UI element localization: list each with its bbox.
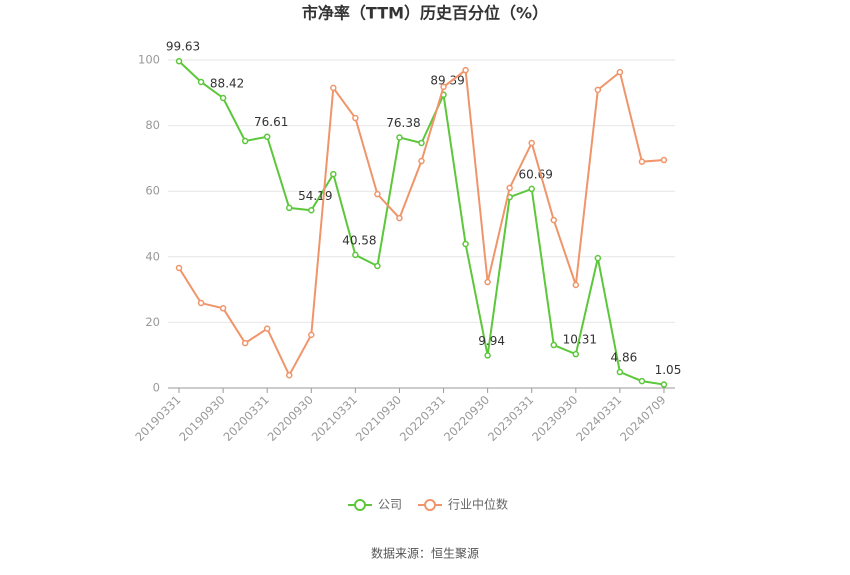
x-tick-label: 20230930 xyxy=(529,393,580,444)
point xyxy=(660,381,668,388)
legend-marker xyxy=(354,499,366,511)
point xyxy=(263,325,271,332)
y-tick-label: 20 xyxy=(145,315,160,329)
point xyxy=(263,133,271,140)
point xyxy=(616,368,624,376)
point xyxy=(484,352,491,359)
point xyxy=(594,254,602,262)
point xyxy=(175,264,183,272)
point xyxy=(285,204,293,212)
point xyxy=(330,84,337,92)
point xyxy=(308,331,315,339)
x-tick-label: 20210930 xyxy=(353,393,404,444)
point xyxy=(638,377,646,385)
data-label: 40.58 xyxy=(342,233,376,247)
point xyxy=(418,157,425,165)
point xyxy=(572,350,580,358)
point xyxy=(506,184,513,192)
point xyxy=(528,185,535,193)
legend-label: 行业中位数 xyxy=(448,497,508,512)
point xyxy=(285,371,293,379)
point xyxy=(396,134,403,141)
data-label: 88.42 xyxy=(210,76,244,90)
point xyxy=(352,114,359,122)
y-tick-label: 100 xyxy=(138,53,160,67)
x-tick-label: 20230331 xyxy=(485,393,536,444)
legend-label: 公司 xyxy=(378,498,402,512)
point xyxy=(462,66,469,74)
point xyxy=(175,57,183,65)
y-tick-label: 60 xyxy=(145,184,160,198)
point xyxy=(572,281,580,289)
point xyxy=(219,94,227,102)
point xyxy=(660,156,668,164)
data-label: 9.94 xyxy=(478,334,505,348)
point xyxy=(308,207,315,214)
legend-marker xyxy=(424,499,437,511)
y-tick-label: 80 xyxy=(145,118,160,132)
data-label: 60.69 xyxy=(519,167,553,181)
point xyxy=(241,339,249,347)
data-label: 54.19 xyxy=(298,189,332,203)
point xyxy=(241,137,249,145)
point xyxy=(197,299,205,307)
point xyxy=(462,240,469,248)
point xyxy=(330,170,337,178)
x-tick-label: 20200930 xyxy=(265,393,316,444)
point xyxy=(528,139,535,147)
point xyxy=(550,216,558,224)
y-tick-label: 0 xyxy=(153,381,160,395)
point xyxy=(638,158,646,165)
data-label: 4.86 xyxy=(611,351,638,365)
point xyxy=(616,68,624,76)
point xyxy=(594,86,602,94)
data-label: 10.31 xyxy=(563,333,597,347)
x-tick-label: 20240709 xyxy=(617,393,668,444)
point xyxy=(374,262,381,270)
point xyxy=(440,83,447,91)
chart-title: 市净率（TTM）历史百分位（%） xyxy=(302,4,548,23)
data-label: 99.63 xyxy=(166,40,200,54)
y-tick-label: 40 xyxy=(145,249,160,263)
data-label: 76.38 xyxy=(386,116,420,130)
point xyxy=(484,278,491,286)
point xyxy=(219,305,227,312)
x-tick-label: 20190930 xyxy=(176,393,227,444)
x-tick-label: 20210331 xyxy=(309,393,360,444)
point xyxy=(374,190,381,198)
data-label: 76.61 xyxy=(254,115,288,129)
x-tick-label: 20190331 xyxy=(132,393,183,444)
x-tick-label: 20200331 xyxy=(220,393,271,444)
point xyxy=(550,341,558,349)
x-tick-label: 20220930 xyxy=(441,393,492,444)
point xyxy=(418,139,425,147)
point xyxy=(396,214,403,222)
series-line xyxy=(178,68,665,378)
point xyxy=(197,78,205,86)
x-tick-label: 20220331 xyxy=(397,393,448,444)
x-tick-label: 20240331 xyxy=(573,393,624,444)
source-note: 数据来源：恒生聚源 xyxy=(371,546,479,561)
data-label: 1.05 xyxy=(655,363,682,377)
point xyxy=(352,251,359,259)
